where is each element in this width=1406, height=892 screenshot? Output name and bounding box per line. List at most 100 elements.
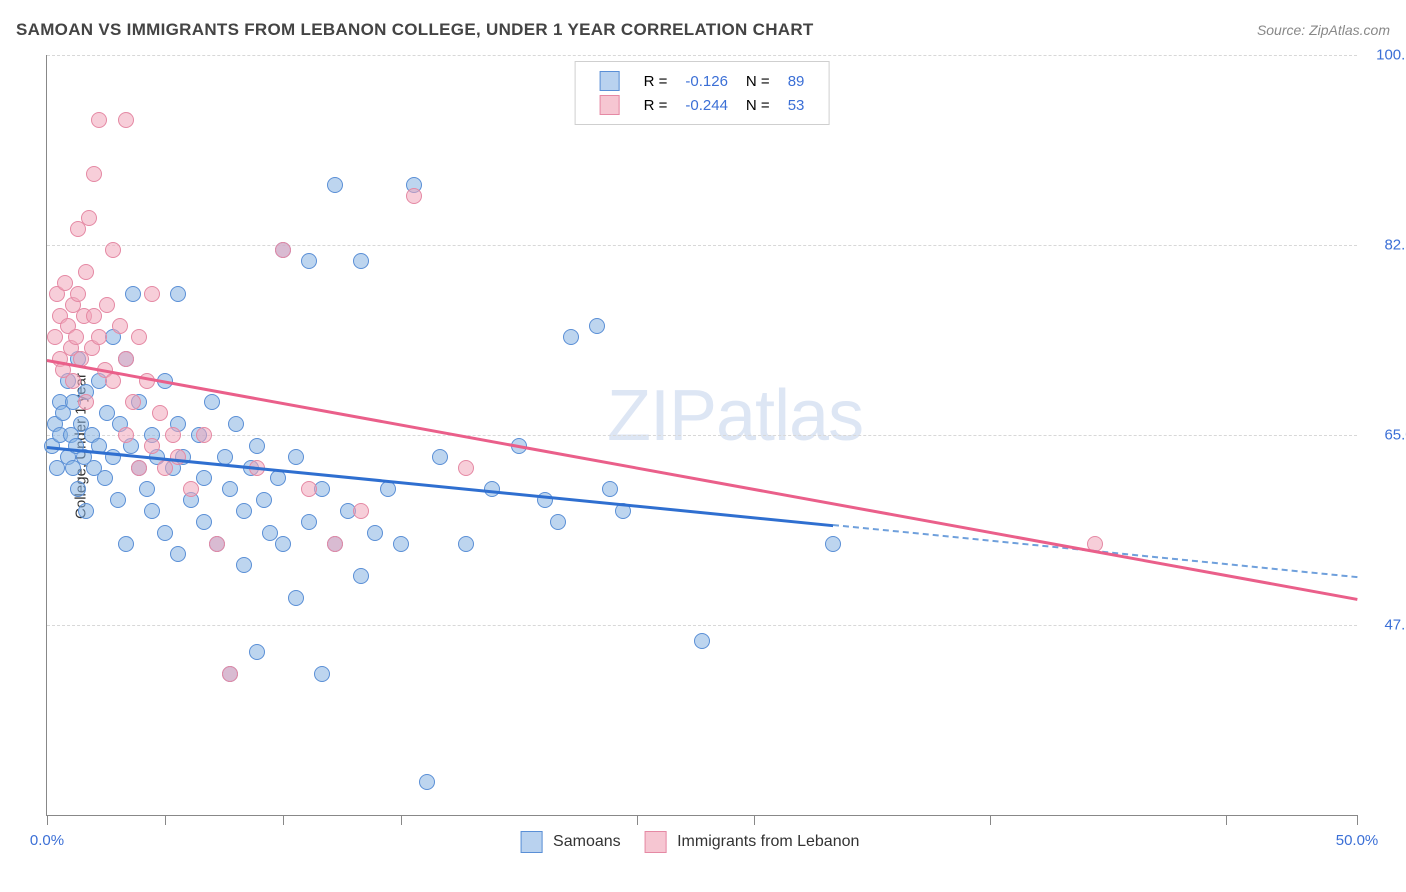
data-point <box>550 514 566 530</box>
data-point <box>86 166 102 182</box>
data-point <box>91 112 107 128</box>
x-tick <box>401 815 402 825</box>
data-point <box>68 329 84 345</box>
data-point <box>110 492 126 508</box>
data-point <box>249 438 265 454</box>
data-point <box>81 210 97 226</box>
data-point <box>78 503 94 519</box>
gridline <box>47 435 1357 436</box>
data-point <box>170 449 186 465</box>
data-point <box>353 253 369 269</box>
r-label: R = <box>636 70 676 92</box>
data-point <box>196 514 212 530</box>
legend-label: Immigrants from Lebanon <box>677 833 859 850</box>
data-point <box>118 536 134 552</box>
data-point <box>228 416 244 432</box>
data-point <box>118 351 134 367</box>
data-point <box>125 286 141 302</box>
x-tick <box>1357 815 1358 825</box>
data-point <box>256 492 272 508</box>
x-tick <box>47 815 48 825</box>
data-point <box>204 394 220 410</box>
data-point <box>694 633 710 649</box>
data-point <box>70 286 86 302</box>
data-point <box>86 308 102 324</box>
data-point <box>131 460 147 476</box>
x-tick <box>283 815 284 825</box>
data-point <box>78 394 94 410</box>
data-point <box>419 774 435 790</box>
data-point <box>406 188 422 204</box>
gridline <box>47 245 1357 246</box>
y-tick-label: 82.5% <box>1367 237 1406 254</box>
legend-swatch <box>600 71 620 91</box>
scatter-chart: ZIPatlas R =-0.126N =89R =-0.244N =53 Sa… <box>46 55 1357 816</box>
data-point <box>97 470 113 486</box>
data-point <box>222 481 238 497</box>
data-point <box>327 177 343 193</box>
legend-row: R =-0.244N =53 <box>592 94 813 116</box>
data-point <box>70 481 86 497</box>
data-point <box>602 481 618 497</box>
legend-row: R =-0.126N =89 <box>592 70 813 92</box>
data-point <box>301 481 317 497</box>
x-tick <box>1226 815 1227 825</box>
y-tick-label: 100.0% <box>1367 47 1406 64</box>
data-point <box>78 264 94 280</box>
data-point <box>152 405 168 421</box>
data-point <box>144 503 160 519</box>
data-point <box>367 525 383 541</box>
x-tick <box>165 815 166 825</box>
chart-title: SAMOAN VS IMMIGRANTS FROM LEBANON COLLEG… <box>16 20 814 39</box>
source-attribution: Source: ZipAtlas.com <box>1257 22 1390 38</box>
data-point <box>139 481 155 497</box>
legend-swatch <box>645 831 667 853</box>
legend-swatch <box>521 831 543 853</box>
watermark: ZIPatlas <box>607 375 863 457</box>
data-point <box>157 460 173 476</box>
data-point <box>301 514 317 530</box>
data-point <box>209 536 225 552</box>
x-tick <box>990 815 991 825</box>
gridline <box>47 55 1357 56</box>
n-label: N = <box>738 70 778 92</box>
data-point <box>157 525 173 541</box>
data-point <box>165 427 181 443</box>
data-point <box>99 297 115 313</box>
r-label: R = <box>636 94 676 116</box>
data-point <box>380 481 396 497</box>
n-value: 89 <box>780 70 813 92</box>
data-point <box>112 318 128 334</box>
y-tick-label: 65.0% <box>1367 427 1406 444</box>
data-point <box>236 557 252 573</box>
legend-swatch <box>600 95 620 115</box>
data-point <box>118 427 134 443</box>
series-legend: Samoans Immigrants from Lebanon <box>521 831 884 853</box>
data-point <box>393 536 409 552</box>
data-point <box>105 242 121 258</box>
data-point <box>118 112 134 128</box>
data-point <box>432 449 448 465</box>
legend-label: Samoans <box>553 833 621 850</box>
legend-item: Immigrants from Lebanon <box>645 833 860 850</box>
data-point <box>105 373 121 389</box>
data-point <box>327 536 343 552</box>
data-point <box>563 329 579 345</box>
data-point <box>288 590 304 606</box>
data-point <box>170 546 186 562</box>
data-point <box>589 318 605 334</box>
data-point <box>825 536 841 552</box>
data-point <box>196 427 212 443</box>
correlation-legend: R =-0.126N =89R =-0.244N =53 <box>575 61 830 125</box>
r-value: -0.126 <box>677 70 736 92</box>
n-value: 53 <box>780 94 813 116</box>
x-tick-label: 50.0% <box>1336 832 1379 849</box>
data-point <box>301 253 317 269</box>
data-point <box>144 438 160 454</box>
data-point <box>131 329 147 345</box>
data-point <box>183 481 199 497</box>
r-value: -0.244 <box>677 94 736 116</box>
data-point <box>236 503 252 519</box>
n-label: N = <box>738 94 778 116</box>
legend-item: Samoans <box>521 833 621 850</box>
